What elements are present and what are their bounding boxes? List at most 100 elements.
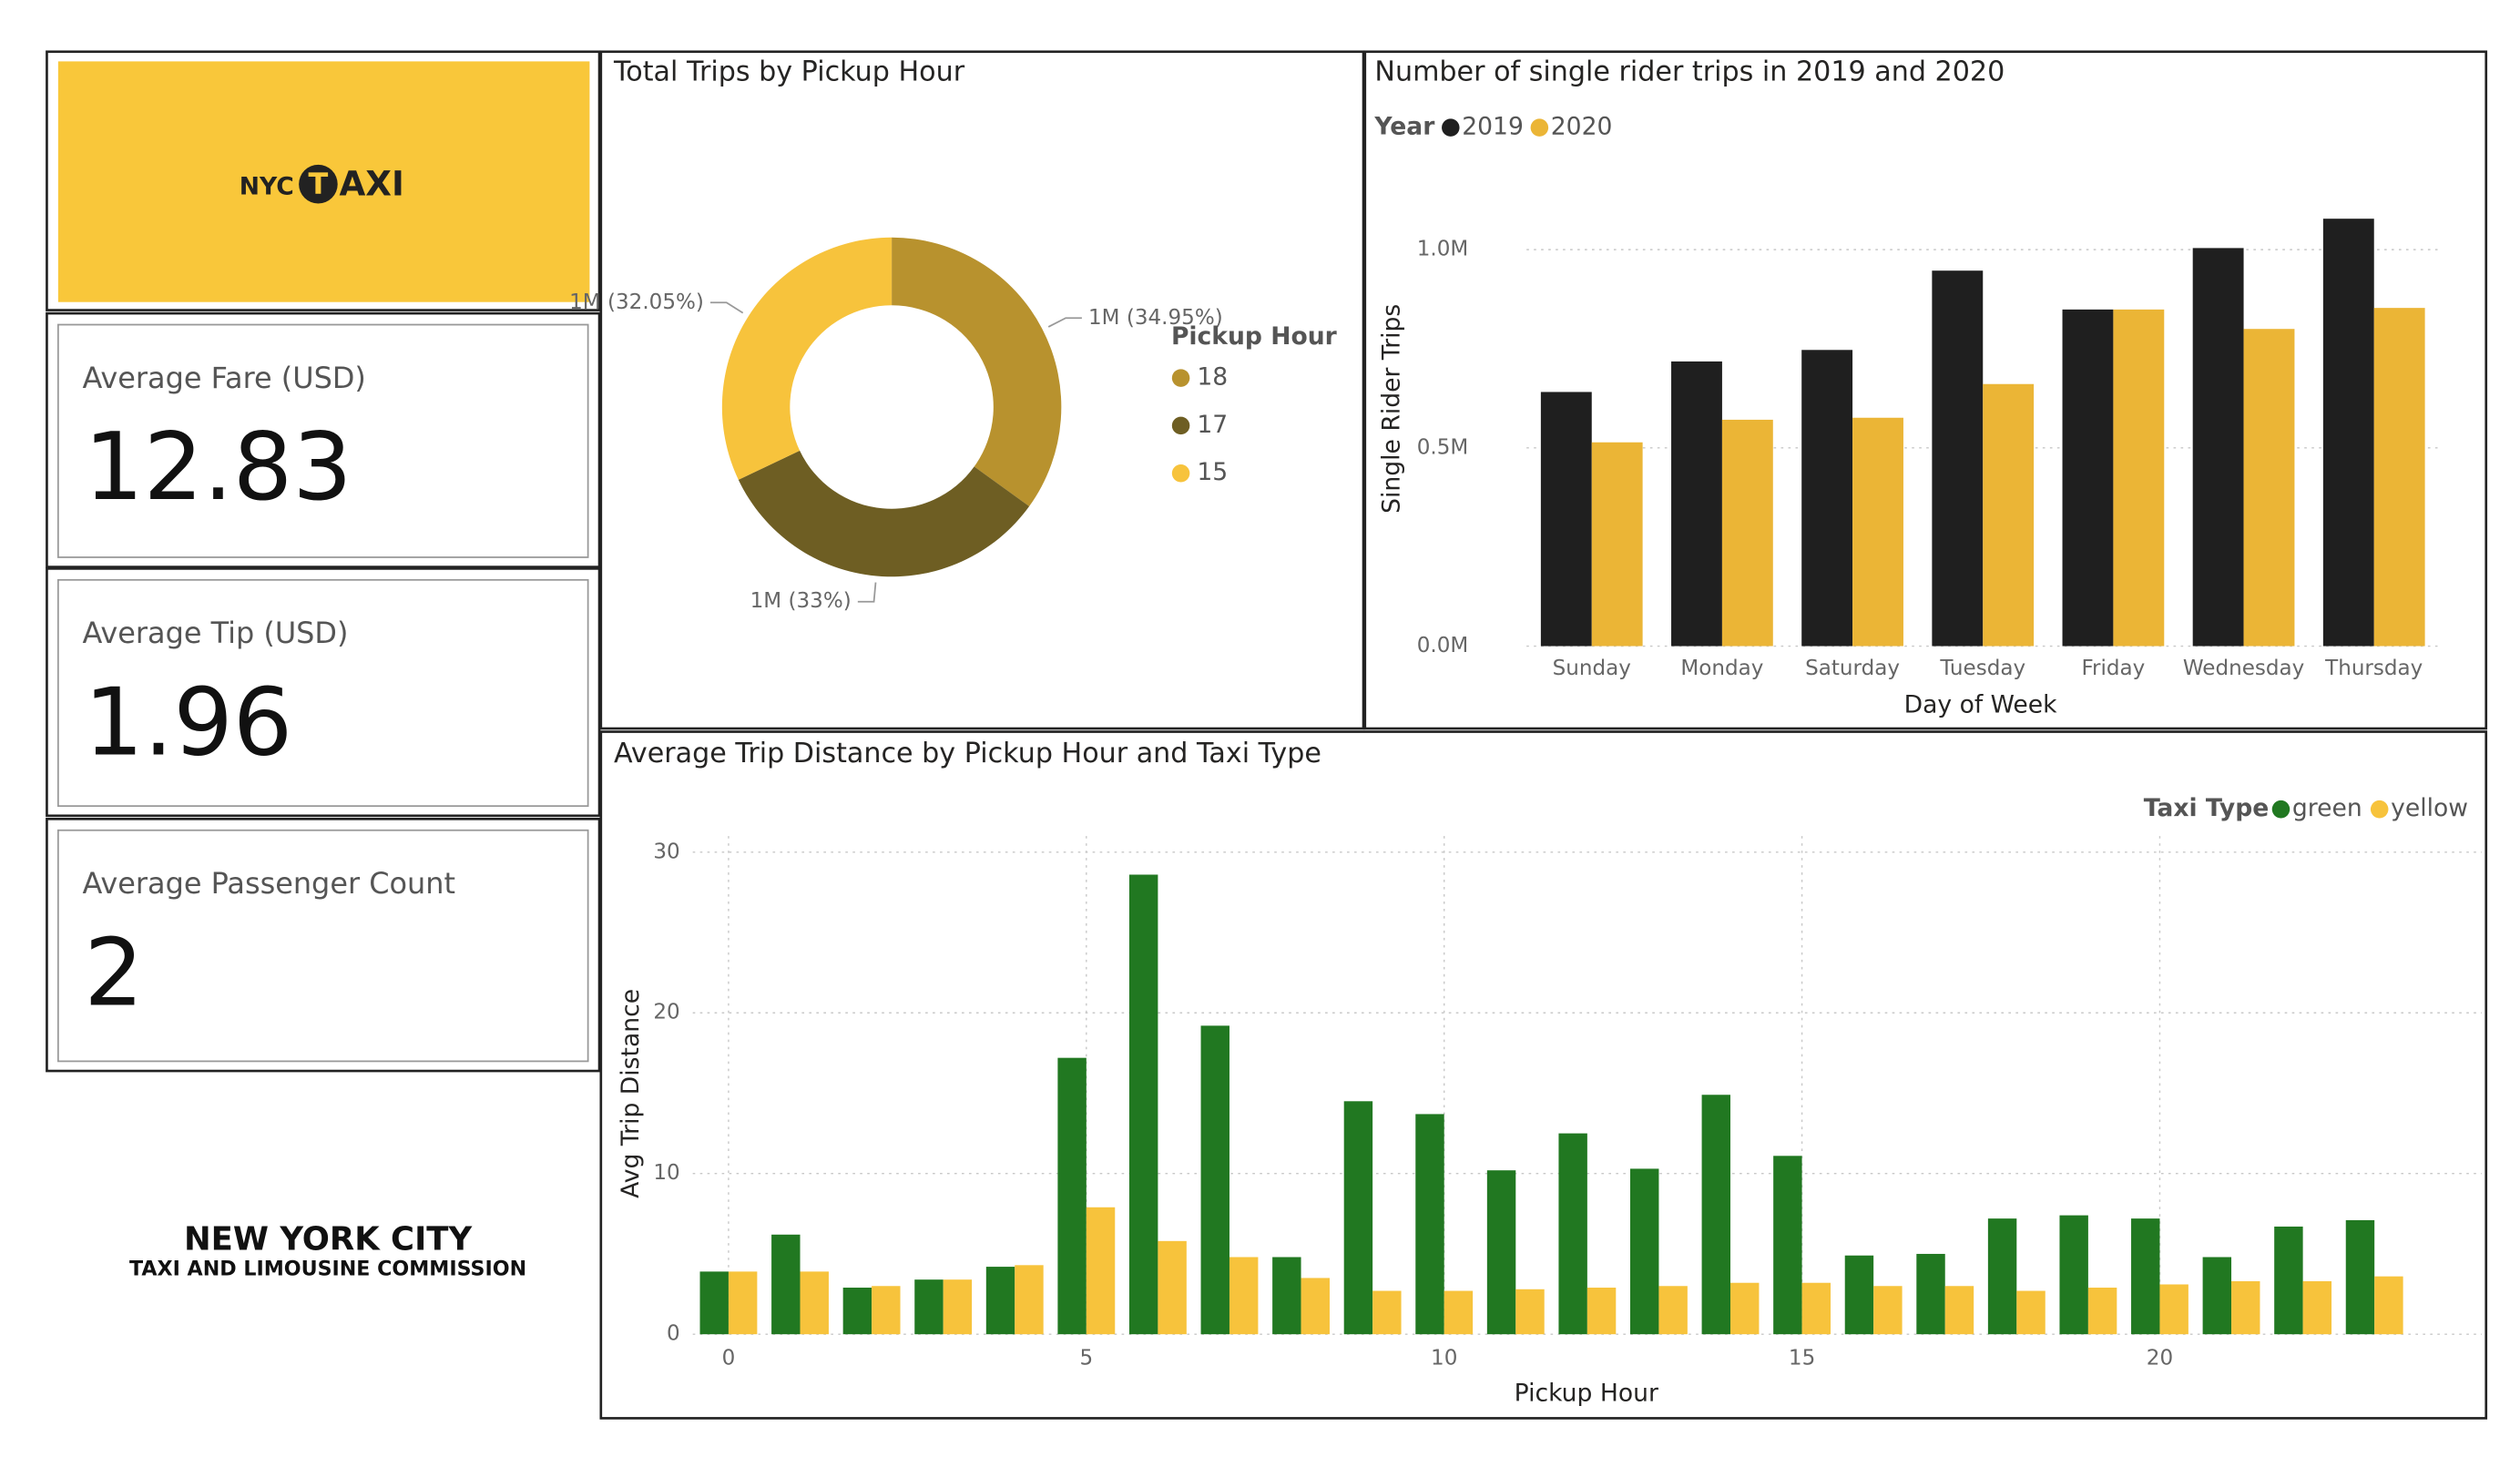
card-value: 1.96 <box>84 668 292 777</box>
bar <box>2302 1280 2332 1335</box>
bar <box>2202 1257 2232 1335</box>
legend-title: Taxi Type <box>2144 794 2270 822</box>
bar <box>1591 442 1643 647</box>
card-value: 2 <box>84 919 143 1027</box>
tlc-line1: NEW YORK CITY <box>184 1220 474 1258</box>
y-tick-label: 1.0M <box>1417 238 1469 261</box>
bar <box>1873 1286 1903 1335</box>
bar <box>2231 1280 2260 1335</box>
bar <box>1701 1095 1731 1335</box>
x-tick-label: 15 <box>1789 1346 1815 1370</box>
bar <box>1301 1278 1330 1335</box>
bar <box>728 1271 758 1335</box>
y-axis-title: Single Rider Trips <box>1377 304 1405 514</box>
bar <box>2131 1218 2160 1335</box>
x-axis-title: Pickup Hour <box>1515 1379 1658 1407</box>
logo-circle <box>299 164 338 204</box>
x-tick-label: Friday <box>2081 657 2145 680</box>
chart-title: Number of single rider trips in 2019 and… <box>1374 56 2005 87</box>
bar <box>1015 1265 1044 1335</box>
bar <box>2243 329 2295 647</box>
donut-slice <box>738 450 1030 577</box>
legend-label: 17 <box>1197 411 1228 439</box>
tlc-line2: TAXI AND LIMOUSINE COMMISSION <box>129 1258 526 1281</box>
x-tick-label: 0 <box>722 1346 736 1370</box>
legend-swatch <box>2271 800 2290 819</box>
bar <box>2016 1290 2046 1335</box>
bar <box>2113 309 2165 647</box>
leader-line <box>709 301 744 314</box>
x-tick-label: Saturday <box>1805 657 1900 680</box>
bar <box>842 1288 872 1335</box>
bar <box>1773 1156 1802 1335</box>
card-inner <box>56 323 589 558</box>
chart-title: Total Trips by Pickup Hour <box>613 56 965 87</box>
y-tick-label: 0 <box>667 1322 680 1346</box>
x-tick-label: Wednesday <box>2183 657 2304 680</box>
card-inner <box>56 829 589 1063</box>
logo-nyc: NYC <box>240 172 294 200</box>
bar <box>1658 1286 1688 1335</box>
legend-label: 15 <box>1197 458 1228 486</box>
bar <box>1730 1282 1760 1335</box>
bar <box>1558 1133 1587 1335</box>
legend-label: 2020 <box>1551 113 1613 141</box>
data-label: 1M (34.95%) <box>1088 306 1223 330</box>
x-tick-label: Monday <box>1680 657 1763 680</box>
bar <box>1801 350 1853 647</box>
donut-slice <box>721 237 893 480</box>
legend-swatch <box>1530 118 1549 137</box>
bar <box>1721 419 1773 647</box>
bar <box>1343 1101 1373 1335</box>
bar <box>1158 1240 1187 1335</box>
distance-panel <box>599 730 2488 1420</box>
x-tick-label: 20 <box>2147 1346 2173 1370</box>
card-label: Average Tip (USD) <box>82 616 348 650</box>
bar <box>1128 874 1158 1335</box>
legend-label: 18 <box>1197 363 1228 392</box>
bar <box>1372 1290 1402 1335</box>
bar <box>943 1279 973 1335</box>
bar <box>2274 1226 2303 1335</box>
leader-line <box>1047 317 1082 328</box>
bar <box>1486 1170 1516 1335</box>
bar <box>2059 1215 2088 1335</box>
bar <box>1987 1218 2017 1335</box>
legend-label: 2019 <box>1462 113 1524 141</box>
x-tick-label: Tuesday <box>1939 657 2025 680</box>
bar <box>771 1234 801 1335</box>
y-axis-title: Avg Trip Distance <box>617 989 645 1198</box>
bar <box>1671 361 1722 647</box>
x-tick-label: Thursday <box>2324 657 2423 680</box>
bar <box>800 1271 829 1335</box>
bar <box>1932 270 1984 647</box>
x-tick-label: Sunday <box>1553 657 1631 680</box>
bar <box>2345 1219 2375 1335</box>
logo-axi: AXI <box>339 163 403 203</box>
bar <box>1444 1290 1474 1335</box>
bar <box>1200 1025 1229 1335</box>
card-inner <box>56 578 589 808</box>
legend-swatch <box>1171 464 1190 483</box>
card-value: 12.83 <box>84 413 352 522</box>
bar <box>2062 309 2114 647</box>
bar <box>985 1267 1015 1335</box>
bar <box>1630 1168 1659 1335</box>
leader-line <box>857 582 877 603</box>
data-label: 1M (32.05%) <box>569 290 704 314</box>
bar <box>1944 1286 1974 1335</box>
bar <box>1229 1257 1259 1335</box>
bar <box>699 1271 729 1335</box>
bar <box>1983 383 2035 647</box>
logo-t: T <box>309 167 329 201</box>
data-label: 1M (33%) <box>750 589 852 613</box>
x-axis-title: Day of Week <box>1904 691 2058 719</box>
y-tick-label: 30 <box>653 840 679 863</box>
legend-swatch <box>1442 118 1460 137</box>
y-tick-label: 0.5M <box>1417 435 1469 459</box>
legend-title: Year <box>1373 113 1435 141</box>
y-tick-label: 20 <box>653 1001 679 1024</box>
bar <box>2087 1288 2117 1335</box>
legend-title: Pickup Hour <box>1171 322 1338 351</box>
